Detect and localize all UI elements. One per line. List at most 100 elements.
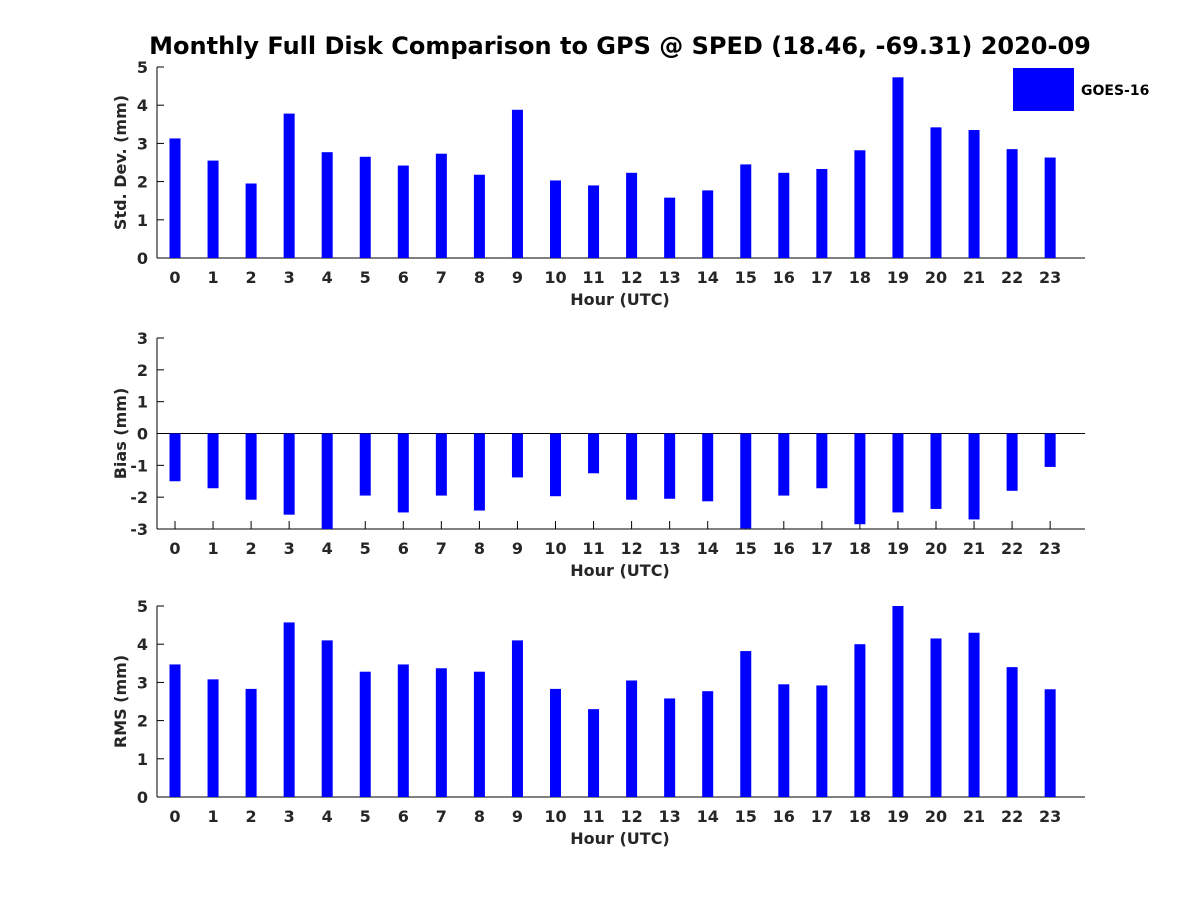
x-tick-label: 16 bbox=[773, 268, 795, 287]
bar bbox=[359, 671, 371, 797]
x-tick-label: 15 bbox=[735, 807, 757, 826]
x-tick-label: 2 bbox=[246, 539, 257, 558]
bar bbox=[892, 606, 904, 797]
bar bbox=[930, 638, 942, 797]
x-tick-label: 20 bbox=[925, 268, 947, 287]
bar bbox=[1006, 433, 1018, 491]
x-tick-label: 0 bbox=[169, 539, 180, 558]
bar bbox=[511, 640, 523, 797]
bar bbox=[511, 109, 523, 258]
x-tick-label: 8 bbox=[474, 807, 485, 826]
y-tick-label: 5 bbox=[137, 58, 148, 77]
x-tick-label: 5 bbox=[360, 268, 371, 287]
bar bbox=[702, 433, 714, 502]
bar bbox=[321, 640, 333, 797]
bar bbox=[207, 433, 219, 489]
bar bbox=[550, 688, 561, 797]
bar bbox=[397, 433, 409, 513]
x-tick-label: 9 bbox=[512, 807, 523, 826]
y-tick-label: 1 bbox=[137, 750, 148, 769]
x-tick-label: 7 bbox=[436, 268, 447, 287]
y-tick-label: -3 bbox=[130, 520, 148, 539]
y-tick-label: -1 bbox=[130, 456, 148, 475]
bar bbox=[702, 691, 714, 797]
bar bbox=[740, 651, 752, 797]
x-tick-label: 9 bbox=[512, 539, 523, 558]
bar bbox=[664, 433, 676, 499]
x-tick-label: 23 bbox=[1039, 539, 1061, 558]
x-tick-label: 17 bbox=[811, 539, 833, 558]
x-tick-label: 22 bbox=[1001, 268, 1023, 287]
bar bbox=[588, 185, 600, 258]
x-tick-label: 3 bbox=[284, 268, 295, 287]
bar bbox=[778, 433, 790, 496]
bar bbox=[359, 156, 371, 258]
x-tick-label: 19 bbox=[887, 539, 909, 558]
x-tick-label: 10 bbox=[544, 807, 566, 826]
x-tick-label: 7 bbox=[436, 539, 447, 558]
x-tick-label: 1 bbox=[207, 807, 218, 826]
chart-title: Monthly Full Disk Comparison to GPS @ SP… bbox=[149, 32, 1091, 60]
bar bbox=[550, 433, 561, 497]
x-tick-label: 17 bbox=[811, 268, 833, 287]
x-tick-label: 10 bbox=[544, 268, 566, 287]
x-tick-label: 6 bbox=[398, 539, 409, 558]
bar bbox=[854, 150, 866, 258]
x-tick-label: 10 bbox=[544, 539, 566, 558]
y-tick-label: 3 bbox=[137, 134, 148, 153]
x-tick-label: 12 bbox=[620, 807, 642, 826]
y-axis-label: Bias (mm) bbox=[111, 388, 130, 480]
x-tick-label: 22 bbox=[1001, 807, 1023, 826]
bar bbox=[473, 671, 485, 797]
bar bbox=[968, 130, 980, 258]
x-tick-label: 13 bbox=[659, 807, 681, 826]
bar bbox=[778, 684, 790, 797]
x-tick-label: 12 bbox=[620, 539, 642, 558]
y-tick-label: 2 bbox=[137, 712, 148, 731]
x-tick-label: 3 bbox=[284, 539, 295, 558]
x-tick-label: 18 bbox=[849, 268, 871, 287]
bar bbox=[740, 164, 752, 258]
bar bbox=[854, 433, 866, 525]
x-tick-label: 22 bbox=[1001, 539, 1023, 558]
bar bbox=[892, 433, 904, 513]
x-tick-label: 21 bbox=[963, 539, 985, 558]
x-tick-label: 18 bbox=[849, 807, 871, 826]
x-tick-label: 9 bbox=[512, 268, 523, 287]
bar bbox=[435, 433, 447, 496]
x-tick-label: 20 bbox=[925, 807, 947, 826]
bar bbox=[930, 433, 942, 509]
bar bbox=[588, 433, 600, 474]
x-tick-label: 5 bbox=[360, 807, 371, 826]
bar bbox=[169, 433, 181, 482]
x-axis-label: Hour (UTC) bbox=[570, 829, 670, 848]
bar bbox=[740, 433, 752, 529]
x-tick-label: 4 bbox=[322, 539, 333, 558]
legend-swatch bbox=[1013, 68, 1074, 111]
x-tick-label: 4 bbox=[322, 807, 333, 826]
x-tick-label: 13 bbox=[659, 268, 681, 287]
bar bbox=[169, 664, 181, 797]
y-tick-label: 3 bbox=[137, 673, 148, 692]
x-tick-label: 14 bbox=[697, 539, 719, 558]
x-tick-label: 11 bbox=[582, 539, 604, 558]
x-tick-label: 21 bbox=[963, 807, 985, 826]
y-tick-label: 2 bbox=[137, 361, 148, 380]
bar bbox=[283, 113, 295, 258]
bar bbox=[283, 622, 295, 797]
x-tick-label: 16 bbox=[773, 807, 795, 826]
x-tick-label: 7 bbox=[436, 807, 447, 826]
bar bbox=[169, 138, 181, 258]
bar bbox=[321, 433, 333, 529]
bar bbox=[664, 698, 676, 797]
x-tick-label: 16 bbox=[773, 539, 795, 558]
x-tick-label: 21 bbox=[963, 268, 985, 287]
bar bbox=[207, 160, 219, 258]
y-axis-label: RMS (mm) bbox=[111, 655, 130, 748]
bar bbox=[435, 153, 447, 258]
x-tick-label: 15 bbox=[735, 539, 757, 558]
